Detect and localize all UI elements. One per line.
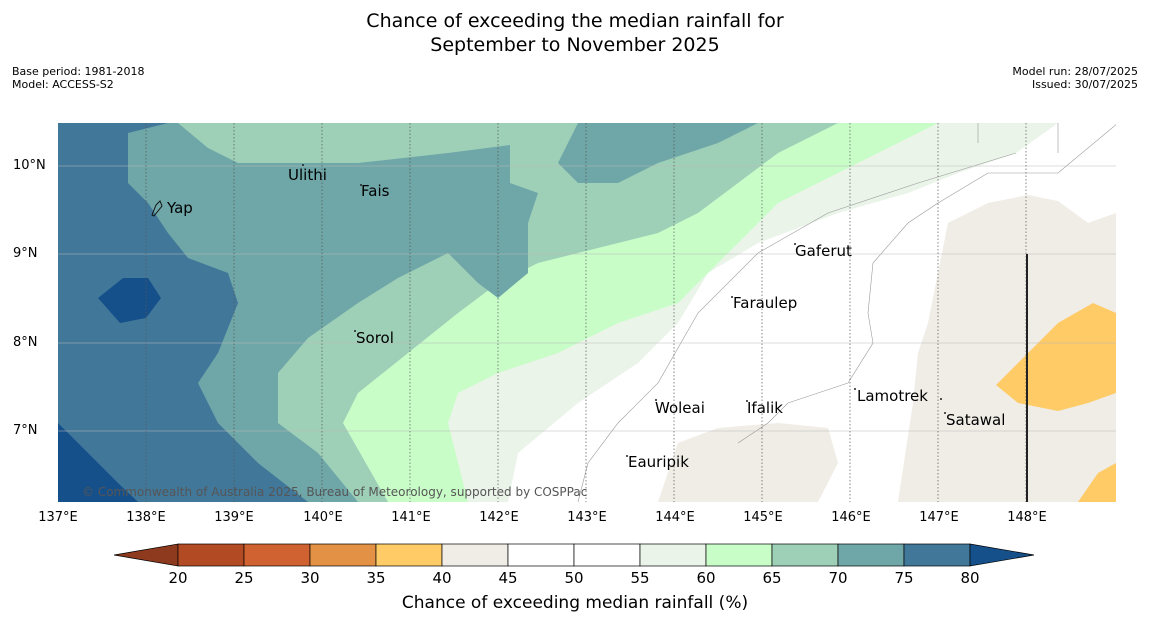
colorbar-tick-label: 35: [366, 569, 386, 587]
title-line-2: September to November 2025: [430, 34, 720, 56]
lat-label-9n: 9°N: [13, 246, 38, 261]
colorbar-segment: [705, 543, 773, 567]
colorbar-tick-label: 80: [960, 569, 980, 587]
lon-label-143e: 143°E: [567, 510, 607, 525]
colorbar-tick-label: 70: [828, 569, 848, 587]
lon-label-137e: 137°E: [38, 510, 78, 525]
colorbar-tick-label: 75: [894, 569, 914, 587]
colorbar-tick-label: 30: [300, 569, 320, 587]
place-woleai: Woleai: [655, 399, 705, 417]
colorbar-tick-label: 65: [762, 569, 782, 587]
colorbar-segment: [177, 543, 245, 567]
colorbar: [114, 543, 1035, 567]
meta-right: Model run: 28/07/2025 Issued: 30/07/2025: [1012, 65, 1138, 91]
base-period: Base period: 1981-2018: [12, 65, 145, 78]
copyright-notice: © Commonwealth of Australia 2025, Bureau…: [82, 485, 588, 499]
lon-label-138e: 138°E: [126, 510, 166, 525]
region-darkest-2: [58, 423, 138, 502]
place-ifalik: Ifalik: [747, 399, 783, 417]
colorbar-segment: [309, 543, 377, 567]
lon-label-144e: 144°E: [655, 510, 695, 525]
lat-label-10n: 10°N: [13, 158, 46, 173]
colorbar-tick-label: 25: [234, 569, 254, 587]
lon-label-146e: 146°E: [831, 510, 871, 525]
lon-label-141e: 141°E: [391, 510, 431, 525]
place-yap: Yap: [167, 199, 193, 217]
region-darkest-1: [98, 278, 161, 323]
region-80-plus: [58, 123, 308, 502]
colorbar-tick-label: 45: [498, 569, 518, 587]
map-canvas: [58, 123, 1116, 502]
colorbar-title: Chance of exceeding median rainfall (%): [401, 593, 749, 613]
lon-label-145e: 145°E: [743, 510, 783, 525]
colorbar-tick-label: 40: [432, 569, 452, 587]
issued-date: Issued: 30/07/2025: [1031, 78, 1138, 91]
colorbar-tick-label: 60: [696, 569, 716, 587]
colorbar-segment: [837, 543, 905, 567]
lon-label-139e: 139°E: [214, 510, 254, 525]
place-faraulep: Faraulep: [733, 294, 798, 312]
lon-label-147e: 147°E: [919, 510, 959, 525]
colorbar-tick-label: 55: [630, 569, 650, 587]
colorbar-tick-label: 20: [168, 569, 188, 587]
place-eauripik: Eauripik: [628, 453, 689, 471]
place-satawal: Satawal: [946, 411, 1006, 429]
colorbar-tick-label: 50: [564, 569, 584, 587]
colorbar-segment: [573, 543, 641, 567]
colorbar-segment: [903, 543, 971, 567]
colorbar-segment: [639, 543, 707, 567]
yap-island-shape: [151, 200, 163, 217]
place-fais: Fais: [361, 182, 390, 200]
meta-left: Base period: 1981-2018 Model: ACCESS-S2: [12, 65, 144, 91]
title-line-1: Chance of exceeding the median rainfall …: [366, 10, 784, 32]
lon-label-142e: 142°E: [479, 510, 519, 525]
colorbar-segment: [375, 543, 443, 567]
lat-label-8n: 8°N: [13, 335, 38, 350]
place-ulithi: Ulithi: [288, 166, 327, 184]
map-title: Chance of exceeding the median rainfall …: [0, 9, 1150, 57]
lat-label-7n: 7°N: [13, 423, 38, 438]
region-40-45-bottom: [658, 423, 838, 502]
place-lamotrek: Lamotrek: [857, 387, 928, 405]
colorbar-segment: [771, 543, 839, 567]
colorbar-segment: [243, 543, 311, 567]
lon-label-140e: 140°E: [303, 510, 343, 525]
place-gaferut: Gaferut: [795, 242, 852, 260]
colorbar-extend-high: [969, 543, 1035, 567]
colorbar-extend-low: [114, 543, 179, 567]
colorbar-segment: [507, 543, 575, 567]
colorbar-segment: [441, 543, 509, 567]
region-40-45-right: [898, 195, 1116, 502]
model-run: Model run: 28/07/2025: [1012, 65, 1138, 78]
model-name: Model: ACCESS-S2: [12, 78, 114, 91]
lon-label-148e: 148°E: [1007, 510, 1047, 525]
place-sorol: Sorol: [356, 329, 394, 347]
